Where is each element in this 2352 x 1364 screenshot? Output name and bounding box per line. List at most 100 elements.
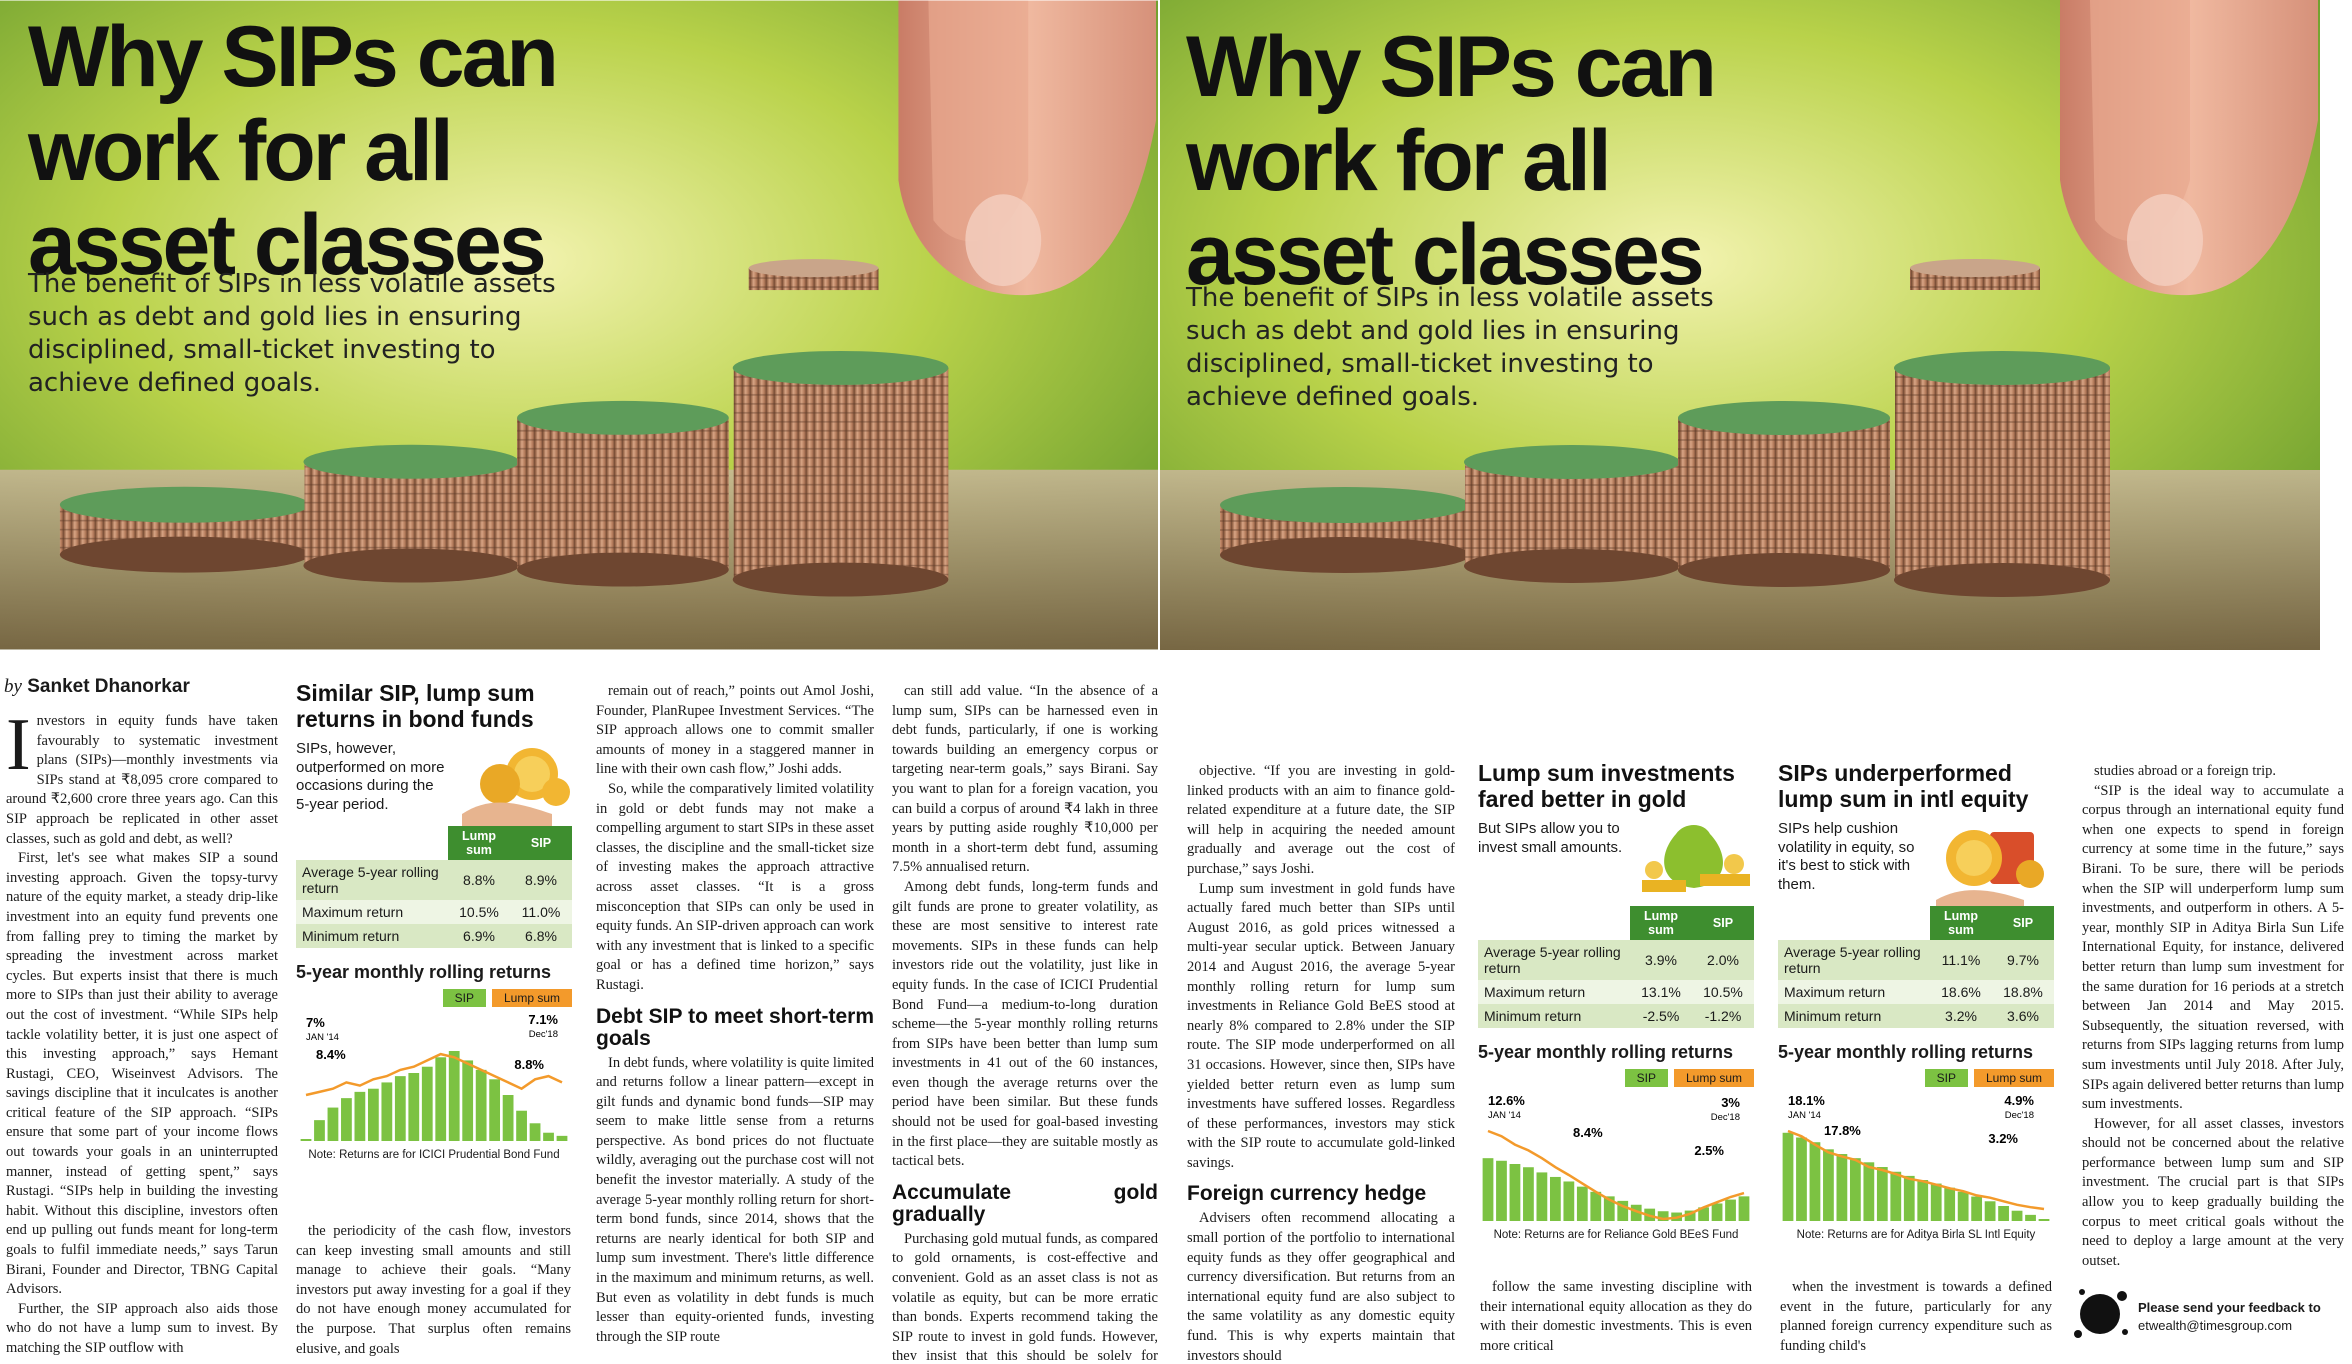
header-cell [1478,906,1630,940]
paragraph: However, for all asset classes, investor… [2082,1115,2344,1269]
sip-bar [354,1091,366,1141]
sidebar-intro: But SIPs allow you to invest small amoun… [1478,820,1754,898]
sip-bar [1809,1142,1821,1221]
sip-bar [1617,1200,1629,1221]
table-cell: Maximum return [296,900,448,924]
sip-bar [1957,1191,1969,1221]
sip-bar [1917,1180,1929,1221]
chart-annotation: 18.1% [1788,1093,1825,1108]
chart-title: 5-year monthly rolling returns [296,962,552,982]
header-cell: Lump sum [1930,906,1992,940]
table-row: Average 5-year rolling return 11.1% 9.7% [1778,940,2054,980]
sip-bar [1684,1210,1696,1221]
sidebar-subtitle: But SIPs allow you to invest small amoun… [1478,820,1623,856]
text-column: can still add value. “In the absence of … [892,682,1158,1360]
table-cell: Maximum return [1778,980,1930,1004]
table-cell: Minimum return [1778,1004,1930,1028]
sip-bar [462,1060,474,1141]
sidebar-intro: SIPs help cushion volatility in equity, … [1778,820,2054,906]
table-cell: 13.1% [1630,980,1692,1004]
table-header: Lump sum SIP [1778,906,2054,940]
table-cell: Maximum return [1478,980,1630,1004]
paragraph: Advisers often recommend allocating a sm… [1187,1210,1455,1360]
chart-annotation: 2.5% [1694,1143,1724,1158]
text-column: follow the same investing discipline wit… [1480,1278,1752,1360]
chart-annotation: JAN '14 [1488,1110,1521,1121]
paragraph: objective. “If you are investing in gold… [1187,763,1455,877]
table-cell: Average 5-year rolling return [1778,940,1930,980]
sidebar-title: Similar SIP, lump sum returns in bond fu… [296,680,535,732]
table-row: Minimum return 3.2% 3.6% [1778,1004,2054,1028]
table-row: Average 5-year rolling return 3.9% 2.0% [1478,940,1754,980]
paragraph: Investors in equity funds have taken fav… [6,712,278,847]
legend: SIP Lump sum [1478,1069,1754,1087]
table-row: Minimum return -2.5% -1.2% [1478,1004,1754,1028]
sip-bar [1796,1137,1807,1221]
paragraph: remain out of reach,” points out Amol Jo… [596,683,874,778]
rolling-returns-chart: 12.6% JAN '14 8.4% 3% Dec'18 2.5% [1482,1093,1750,1221]
chart-annotation: 4.9% [2004,1093,2034,1108]
sip-bar [1944,1187,1956,1221]
sidebar-subtitle: SIPs help cushion volatility in equity, … [1778,820,1915,893]
legend-entry: Lump sum [1973,1069,2054,1087]
chart-annotation: 3.2% [1988,1131,2018,1146]
ink-splash [2074,1289,2128,1338]
chart-annotation: JAN '14 [306,1032,339,1043]
table-cell: -1.2% [1692,1004,1754,1028]
table-cell: 9.7% [1992,940,2054,980]
text-column: objective. “If you are investing in gold… [1187,762,1455,1360]
sip-bar [1482,1158,1494,1221]
table-cell: 6.9% [448,924,510,948]
sip-bar [529,1123,541,1141]
standfirst: The benefit of SIPs in less volatile ass… [1186,283,1714,412]
paragraph: the periodicity of the cash flow, invest… [296,1223,571,1357]
sip-bar [2011,1210,2023,1221]
sip-bar [1971,1196,1983,1221]
table-cell: 2.0% [1692,940,1754,980]
table-cell: Minimum return [1478,1004,1630,1028]
sip-bar [2038,1219,2050,1221]
sip-bar [543,1132,554,1141]
chart-annotation: 7.1% [528,1012,558,1027]
legend: SIP Lump sum [1778,1069,2054,1087]
sip-bar [1698,1207,1709,1221]
sip-bar [421,1066,433,1141]
sip-bar [1509,1164,1521,1221]
lump-sum-line [1487,1129,1745,1221]
subheading: Debt SIP to meet short-term goals [596,1004,874,1050]
text-column: the periodicity of the cash flow, invest… [296,1222,571,1360]
sip-bar [1657,1211,1669,1221]
table-cell: 6.8% [510,924,572,948]
paragraph: studies abroad or a foreign trip. [2094,763,2277,779]
headline: Why SIPs can work for all asset classes [28,9,559,293]
sip-bar [1849,1158,1861,1221]
byline-prefix: by [4,676,22,697]
lump-sum-line [305,1052,563,1097]
table-cell: 11.0% [510,900,572,924]
sidebar: Lump sum investments fared better in gol… [1478,760,1754,1241]
table-row: Maximum return 13.1% 10.5% [1478,980,1754,1004]
chart-annotation: 7% [306,1015,325,1030]
sip-bar [327,1107,339,1141]
sip-bar [341,1098,352,1141]
text-column: when the investment is towards a defined… [1780,1278,2052,1360]
chart-title: 5-year monthly rolling returns [1478,1042,1734,1062]
sip-bar [556,1135,568,1141]
table-cell: Minimum return [296,924,448,948]
sip-bar [1590,1191,1602,1221]
table-cell: 8.8% [448,860,510,900]
feedback-email[interactable]: etwealth@timesgroup.com [2138,1318,2293,1333]
sidebar-title: SIPs underperformed lump sum in intl equ… [1778,760,2029,812]
sip-bar [300,1139,312,1141]
subheading: Foreign currency hedge [1187,1182,1427,1206]
sip-bar [394,1076,406,1141]
legend: SIP Lump sum [296,989,572,1007]
table-header: Lump sum SIP [1478,906,1754,940]
returns-table: Lump sum SIP Average 5-year rolling return… [296,826,572,948]
header-cell: Lump sum [448,826,510,860]
sip-bar [1725,1199,1736,1221]
sidebar-title: Lump sum investments fared better in gol… [1478,760,1735,812]
sip-bar [2025,1214,2036,1221]
byline: by Sanket Dhanorkar [4,676,190,698]
